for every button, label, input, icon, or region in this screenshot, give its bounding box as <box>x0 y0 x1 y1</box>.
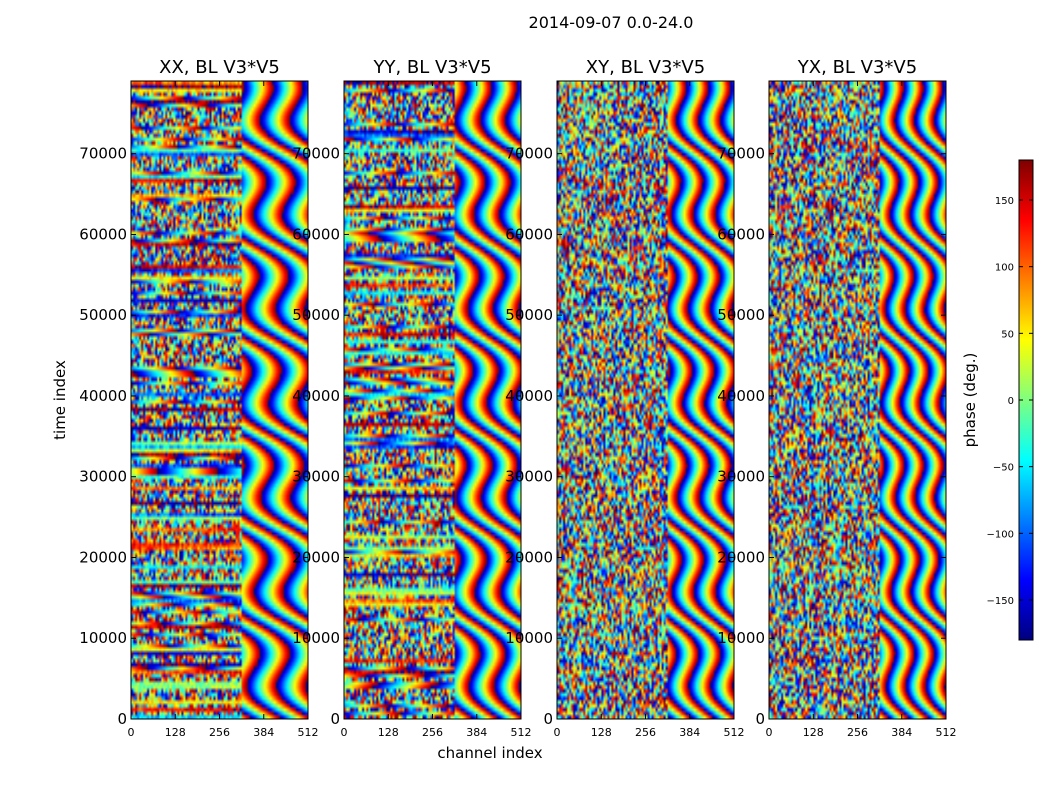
colorbar-tick-label: −50 <box>993 463 1014 474</box>
y-tick-label: 10000 <box>79 629 127 647</box>
panel-yy: YY, BL V3*V5 0 128 256 384 512 0 10000 20000 3000… <box>292 57 531 739</box>
y-tick-label: 70000 <box>292 145 340 163</box>
x-tick-label: 256 <box>422 726 443 739</box>
y-tick-label: 30000 <box>717 468 765 486</box>
y-tick-label: 10000 <box>505 629 553 647</box>
y-tick-label: 30000 <box>79 468 127 486</box>
panel-title: XX, BL V3*V5 <box>159 57 280 78</box>
y-tick-label: 50000 <box>505 306 553 324</box>
panel-title: XY, BL V3*V5 <box>586 57 705 78</box>
y-tick-label: 10000 <box>717 629 765 647</box>
colorbar-tick-label: 100 <box>995 263 1014 274</box>
x-tick-label: 0 <box>341 726 348 739</box>
panel-yx: YX, BL V3*V5 0 128 256 384 512 0 10000 20000 3000… <box>717 57 956 739</box>
y-tick-label: 20000 <box>79 548 127 566</box>
y-tick-label: 60000 <box>717 225 765 243</box>
y-tick-label: 40000 <box>505 387 553 405</box>
heatmap-image <box>344 81 521 719</box>
x-axis-label: channel index <box>437 744 542 762</box>
x-tick-label: 512 <box>511 726 532 739</box>
y-tick-label: 40000 <box>717 387 765 405</box>
y-tick-label: 30000 <box>292 468 340 486</box>
y-tick-label: 0 <box>330 710 340 728</box>
y-tick-label: 60000 <box>505 225 553 243</box>
x-tick-label: 512 <box>936 726 957 739</box>
colorbar-label: phase (deg.) <box>961 353 979 448</box>
x-tick-label: 0 <box>128 726 135 739</box>
y-tick-label: 50000 <box>717 306 765 324</box>
x-tick-label: 256 <box>209 726 230 739</box>
y-tick-label: 0 <box>543 710 553 728</box>
y-tick-label: 70000 <box>505 145 553 163</box>
x-tick-label: 512 <box>298 726 319 739</box>
figure-title: 2014-09-07 0.0-24.0 <box>529 13 694 32</box>
panels-group: XX, BL V3*V5 0 128 256 384 512 0 10000 20000 3000… <box>79 57 956 739</box>
y-tick-label: 20000 <box>717 548 765 566</box>
y-tick-label: 30000 <box>505 468 553 486</box>
y-tick-label: 40000 <box>292 387 340 405</box>
panel-xy: XY, BL V3*V5 0 128 256 384 512 0 10000 20000 3000… <box>505 57 744 739</box>
x-tick-label: 384 <box>466 726 487 739</box>
x-tick-label: 256 <box>635 726 656 739</box>
y-tick-label: 50000 <box>292 306 340 324</box>
x-tick-label: 128 <box>591 726 612 739</box>
colorbar-tick-label: 150 <box>995 196 1014 207</box>
y-tick-label: 60000 <box>79 225 127 243</box>
heatmap-image <box>769 81 946 719</box>
colorbar-tick-label: −150 <box>987 596 1014 607</box>
x-tick-label: 256 <box>847 726 868 739</box>
x-tick-label: 128 <box>165 726 186 739</box>
x-tick-label: 384 <box>891 726 912 739</box>
y-tick-label: 50000 <box>79 306 127 324</box>
colorbar: 150 100 50 0 −50 −100 −150 <box>987 159 1034 641</box>
heatmap-image <box>557 81 734 719</box>
x-tick-label: 384 <box>253 726 274 739</box>
x-tick-label: 384 <box>679 726 700 739</box>
y-tick-label: 70000 <box>79 145 127 163</box>
x-tick-label: 512 <box>724 726 745 739</box>
y-tick-label: 40000 <box>79 387 127 405</box>
x-tick-label: 0 <box>766 726 773 739</box>
colorbar-tick-label: 50 <box>1001 329 1014 340</box>
colorbar-tick-label: 0 <box>1008 396 1014 407</box>
x-tick-label: 0 <box>554 726 561 739</box>
x-tick-label: 128 <box>378 726 399 739</box>
y-tick-label: 0 <box>755 710 765 728</box>
y-tick-label: 0 <box>117 710 127 728</box>
y-tick-label: 60000 <box>292 225 340 243</box>
colorbar-tick-label: −100 <box>987 529 1014 540</box>
y-tick-label: 10000 <box>292 629 340 647</box>
y-tick-label: 20000 <box>505 548 553 566</box>
y-tick-label: 20000 <box>292 548 340 566</box>
heatmap-image <box>131 81 308 719</box>
y-axis-label: time index <box>51 360 69 440</box>
panel-title: YY, BL V3*V5 <box>372 57 491 78</box>
y-tick-label: 70000 <box>717 145 765 163</box>
panel-xx: XX, BL V3*V5 0 128 256 384 512 0 10000 20000 3000… <box>79 57 318 739</box>
x-tick-label: 128 <box>803 726 824 739</box>
panel-title: YX, BL V3*V5 <box>797 57 917 78</box>
